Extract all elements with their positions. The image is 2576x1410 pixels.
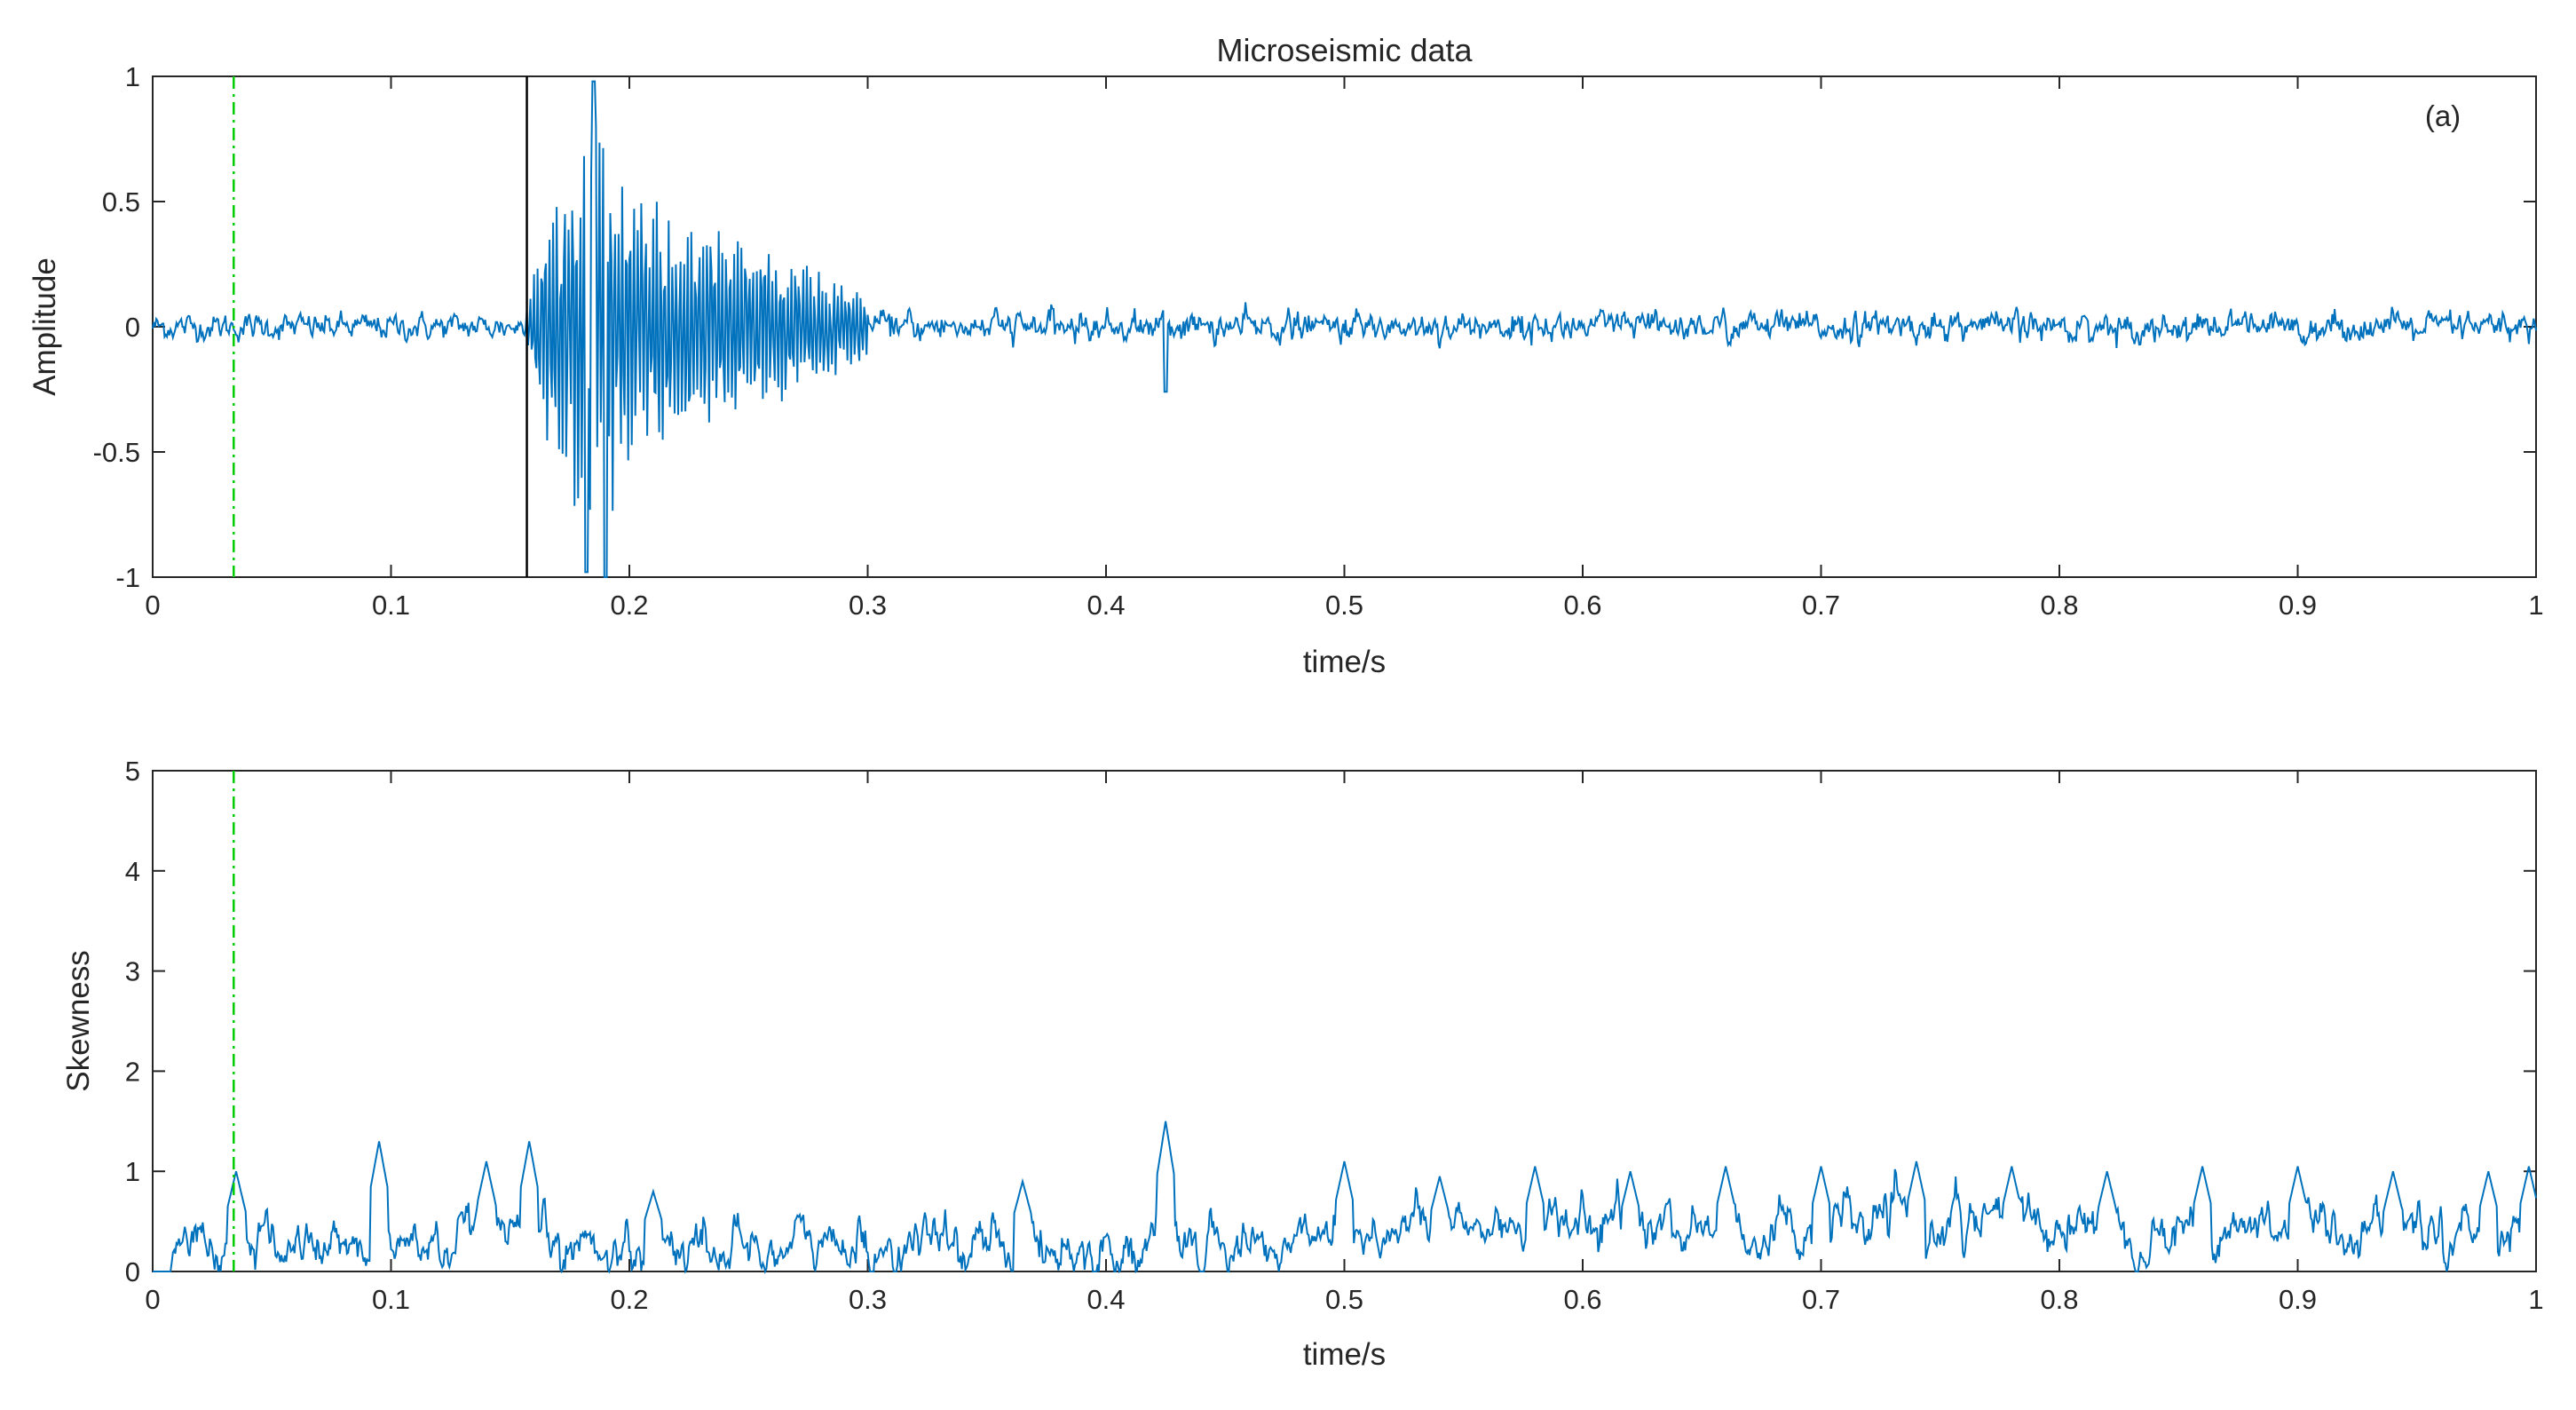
panel-annotation: (a) xyxy=(2425,99,2461,132)
y-tick-label: 3 xyxy=(125,956,140,987)
series-line xyxy=(152,80,2537,578)
x-tick-label: 0.1 xyxy=(372,590,410,621)
x-tick-label: 0.2 xyxy=(610,1284,648,1315)
axes-box xyxy=(152,770,2537,1272)
x-tick-label: 0.9 xyxy=(2279,1284,2317,1315)
y-tick-label: -0.5 xyxy=(93,437,140,468)
x-tick-label: 0.7 xyxy=(1802,1284,1840,1315)
x-tick-label: 1 xyxy=(2528,590,2543,621)
x-tick-label: 1 xyxy=(2528,1284,2543,1315)
x-tick-label: 0.3 xyxy=(849,1284,887,1315)
x-axis-label: time/s xyxy=(1303,1337,1386,1372)
y-axis-label: Amplitude xyxy=(28,257,62,396)
x-tick-label: 0.3 xyxy=(849,590,887,621)
y-tick-label: 0.5 xyxy=(102,186,140,218)
x-tick-label: 0.5 xyxy=(1325,590,1363,621)
x-axis-label: time/s xyxy=(1303,645,1386,679)
x-tick-label: 0.7 xyxy=(1802,590,1840,621)
x-tick-label: 0 xyxy=(145,1284,160,1315)
y-tick-label: 2 xyxy=(125,1056,140,1087)
y-tick-label: 0 xyxy=(125,312,140,343)
x-tick-label: 0 xyxy=(145,590,160,621)
amplitude-panel: Microseismic data (a) time/s Amplitude 0… xyxy=(28,32,2544,679)
chart-title: Microseismic data xyxy=(1216,32,1473,68)
x-tick-label: 0.8 xyxy=(2040,1284,2078,1315)
y-tick-label: 1 xyxy=(125,1156,140,1187)
series-line xyxy=(153,1121,2537,1275)
x-tick-label: 0.6 xyxy=(1563,1284,1601,1315)
x-tick-label: 0.5 xyxy=(1325,1284,1363,1315)
y-tick-label: 0 xyxy=(125,1256,140,1287)
y-tick-label: 4 xyxy=(125,856,140,887)
x-tick-label: 0.2 xyxy=(610,590,648,621)
x-tick-label: 0.8 xyxy=(2040,590,2078,621)
y-tick-label: 1 xyxy=(125,61,140,92)
x-tick-label: 0.6 xyxy=(1563,590,1601,621)
x-tick-label: 0.4 xyxy=(1087,590,1125,621)
y-tick-label: 5 xyxy=(125,756,140,787)
skewness-panel: time/s Skewness 0 0.1 0.2 0.3 0.4 0.5 0.6 0.7 0.… xyxy=(61,756,2544,1372)
x-tick-label: 0.9 xyxy=(2279,590,2317,621)
y-tick-label: -1 xyxy=(115,562,140,593)
x-tick-label: 0.4 xyxy=(1087,1284,1125,1315)
y-axis-label: Skewness xyxy=(61,950,96,1092)
x-tick-label: 0.1 xyxy=(372,1284,410,1315)
